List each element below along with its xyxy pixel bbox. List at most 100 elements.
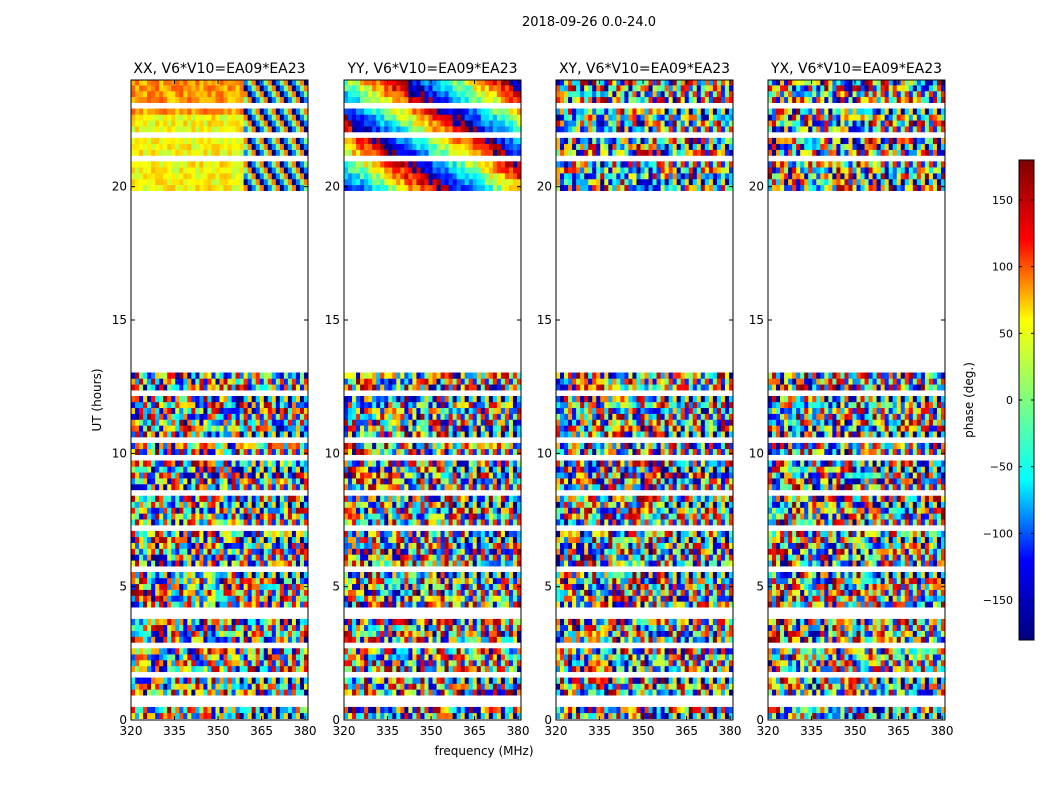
x-tick-label: 320 [120, 724, 143, 738]
heatmap-row [556, 530, 733, 538]
heatmap-row [344, 484, 521, 491]
heatmap-row [768, 689, 945, 696]
panel-title: YX, V6*V10=EA09*EA23 [770, 61, 942, 77]
heatmap-row [131, 114, 308, 121]
panel-yx: YX, V6*V10=EA09*EA23 320 335 350 365 380 0 5 10 1… [749, 61, 954, 738]
heatmap-row [131, 120, 308, 127]
heatmap-row [131, 167, 308, 174]
heatmap-row [131, 401, 308, 409]
heatmap-row [344, 184, 521, 191]
y-tick-label: 5 [544, 580, 552, 594]
heatmap-row [131, 577, 308, 585]
heatmap-row [131, 460, 308, 467]
heatmap-row [768, 407, 945, 414]
heatmap-row [344, 90, 521, 98]
heatmap-xx [131, 80, 308, 719]
heatmap-row [344, 683, 521, 690]
heatmap-row [768, 624, 945, 631]
heatmap-row [344, 85, 521, 92]
heatmap-row [768, 618, 945, 626]
heatmap-row [344, 577, 521, 585]
heatmap-row [556, 648, 733, 655]
heatmap-row [768, 589, 945, 596]
heatmap-row [131, 178, 308, 186]
heatmap-row [556, 161, 733, 168]
heatmap-row [556, 484, 733, 491]
y-tick-label: 5 [332, 580, 340, 594]
heatmap-row [344, 624, 521, 631]
heatmap-row [131, 554, 308, 561]
heatmap-row [556, 178, 733, 186]
y-tick-label: 15 [112, 313, 127, 327]
heatmap-row [131, 495, 308, 502]
heatmap-row [768, 90, 945, 98]
heatmap-row [131, 478, 308, 485]
y-tick-label: 10 [112, 446, 127, 460]
x-tick-label: 365 [887, 724, 910, 738]
heatmap-row [131, 396, 308, 403]
panel-xy: XY, V6*V10=EA09*EA23 320 335 350 365 380 0 5 10 1… [537, 61, 742, 738]
heatmap-row [131, 624, 308, 631]
heatmap-row [131, 126, 308, 133]
heatmap-row [556, 108, 733, 115]
heatmap-row [768, 384, 945, 391]
heatmap-row [768, 419, 945, 426]
heatmap-row [768, 560, 945, 567]
heatmap-row [344, 137, 521, 145]
heatmap-row [768, 484, 945, 491]
heatmap-row [556, 120, 733, 127]
heatmap-row [768, 448, 945, 455]
heatmap-row [556, 137, 733, 145]
heatmap-row [131, 595, 308, 602]
panel-frame [767, 79, 946, 721]
y-tick-label: 15 [749, 313, 764, 327]
heatmap-row [556, 419, 733, 426]
y-tick-label: 0 [756, 713, 764, 727]
heatmap-row [344, 120, 521, 127]
x-tick-label: 380 [931, 724, 954, 738]
panels-group: XX, V6*V10=EA09*EA23 320 335 350 365 380 0 5 10 1… [112, 61, 954, 738]
heatmap-row [556, 372, 733, 379]
heatmap-row [556, 548, 733, 555]
heatmap-row [768, 683, 945, 690]
heatmap-row [131, 173, 308, 180]
heatmap-row [768, 478, 945, 485]
heatmap-row [131, 706, 308, 714]
heatmap-row [556, 501, 733, 508]
heatmap-row [768, 114, 945, 121]
heatmap-row [344, 161, 521, 168]
heatmap-row [344, 618, 521, 626]
heatmap-row [344, 548, 521, 555]
heatmap-row [556, 126, 733, 133]
heatmap-row [556, 442, 733, 450]
heatmap-row [556, 478, 733, 485]
heatmap-row [344, 448, 521, 455]
heatmap-row [768, 167, 945, 174]
x-tick-label: 335 [800, 724, 823, 738]
heatmap-row [131, 583, 308, 590]
heatmap-row [344, 706, 521, 714]
heatmap-row [344, 425, 521, 432]
heatmap-row [131, 636, 308, 643]
figure-suptitle: 2018-09-26 0.0-24.0 [522, 15, 656, 30]
heatmap-row [344, 595, 521, 602]
colorbar-tick-label: −150 [983, 594, 1013, 607]
heatmap-row [131, 519, 308, 526]
heatmap-row [768, 660, 945, 667]
heatmap-yy [344, 80, 521, 719]
heatmap-row [131, 431, 308, 438]
heatmap-row [344, 149, 521, 156]
heatmap-row [556, 554, 733, 561]
heatmap-row [768, 466, 945, 473]
heatmap-row [768, 431, 945, 438]
y-tick-label: 15 [537, 313, 552, 327]
heatmap-row [131, 507, 308, 514]
heatmap-row [556, 413, 733, 420]
heatmap-row [344, 507, 521, 514]
x-tick-label: 365 [250, 724, 273, 738]
y-tick-label: 20 [537, 180, 552, 194]
x-tick-label: 320 [757, 724, 780, 738]
heatmap-row [556, 630, 733, 637]
heatmap-row [344, 501, 521, 508]
y-tick-label: 15 [325, 313, 340, 327]
